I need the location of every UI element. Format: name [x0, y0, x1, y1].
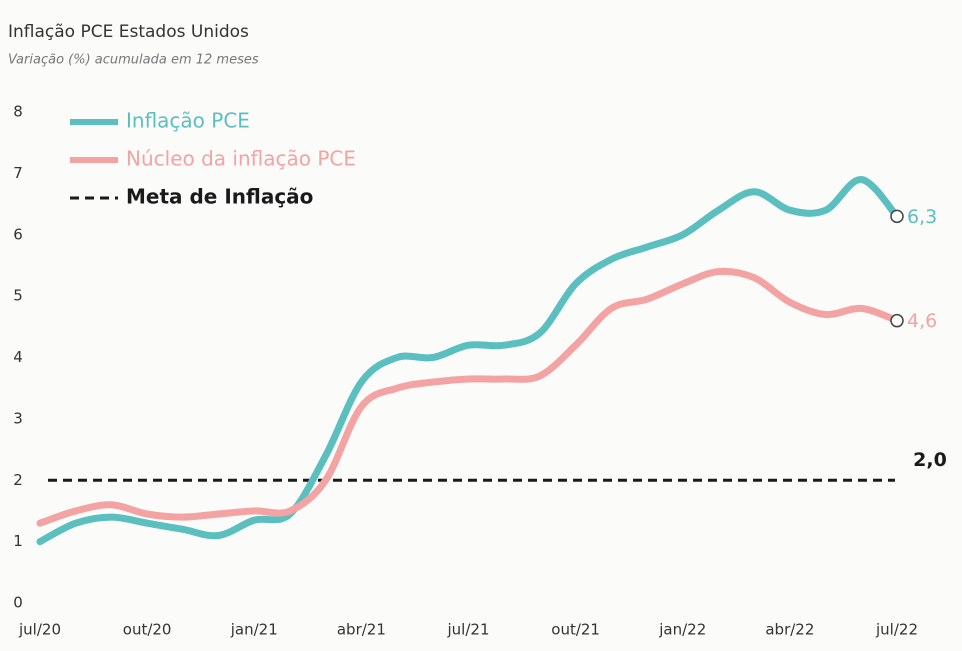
y-tick-label: 1: [13, 532, 23, 550]
series-line: [36, 176, 901, 546]
x-tick-label: out/21: [551, 621, 600, 639]
y-tick-label: 7: [13, 164, 23, 182]
end-point: [890, 313, 904, 328]
legend-label: Núcleo da inflação PCE: [126, 147, 356, 171]
x-tick-label: jan/22: [658, 621, 706, 639]
y-tick-label: 2: [13, 471, 23, 489]
x-tick-label: jul/21: [447, 621, 490, 639]
x-tick-label: abr/22: [765, 621, 814, 639]
x-tick-label: jan/21: [230, 621, 278, 639]
y-tick-label: 5: [13, 287, 23, 305]
end-point: [890, 209, 904, 224]
chart-title: Inflação PCE Estados Unidos: [8, 22, 249, 42]
legend-label: Inflação PCE: [126, 109, 250, 133]
chart-subtitle: Variação (%) acumulada em 12 meses: [8, 53, 259, 68]
data-label: 6,3: [907, 206, 937, 228]
y-tick-label: 3: [13, 409, 23, 427]
data-label: 4,6: [907, 310, 937, 332]
x-tick-label: jul/22: [875, 621, 918, 639]
target-label: 2,0: [913, 449, 947, 471]
series-line: [36, 267, 901, 527]
legend-label: Meta de Inflação: [126, 185, 313, 209]
y-tick-label: 8: [13, 103, 23, 121]
x-tick-label: abr/21: [337, 621, 386, 639]
x-tick-label: out/20: [123, 621, 172, 639]
y-tick-label: 4: [13, 348, 23, 366]
x-tick-label: jul/20: [18, 621, 61, 639]
y-tick-label: 0: [13, 594, 23, 612]
y-tick-label: 6: [13, 225, 23, 243]
